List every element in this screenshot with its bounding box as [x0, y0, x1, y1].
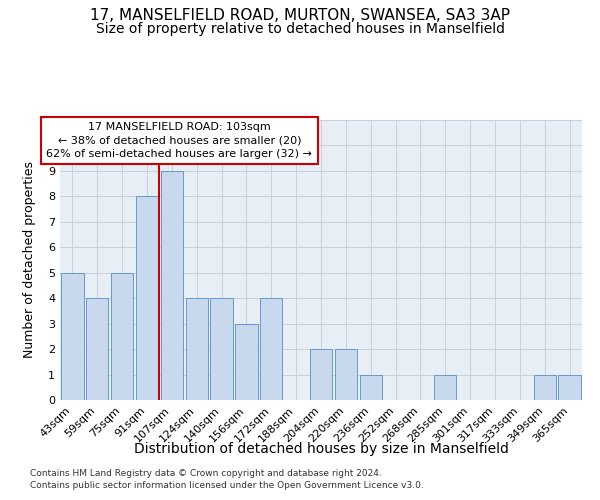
Bar: [136, 196, 158, 400]
Bar: [533, 374, 556, 400]
Text: Size of property relative to detached houses in Manselfield: Size of property relative to detached ho…: [95, 22, 505, 36]
Bar: [111, 272, 133, 400]
Bar: [559, 374, 581, 400]
Bar: [161, 171, 183, 400]
Bar: [61, 272, 83, 400]
Bar: [359, 374, 382, 400]
Y-axis label: Number of detached properties: Number of detached properties: [23, 162, 35, 358]
Bar: [86, 298, 109, 400]
Bar: [260, 298, 283, 400]
Bar: [434, 374, 457, 400]
Text: 17 MANSELFIELD ROAD: 103sqm
← 38% of detached houses are smaller (20)
62% of sem: 17 MANSELFIELD ROAD: 103sqm ← 38% of det…: [46, 122, 312, 158]
Text: Contains public sector information licensed under the Open Government Licence v3: Contains public sector information licen…: [30, 481, 424, 490]
Text: 17, MANSELFIELD ROAD, MURTON, SWANSEA, SA3 3AP: 17, MANSELFIELD ROAD, MURTON, SWANSEA, S…: [90, 8, 510, 22]
Bar: [335, 349, 357, 400]
Bar: [235, 324, 257, 400]
Text: Distribution of detached houses by size in Manselfield: Distribution of detached houses by size …: [134, 442, 508, 456]
Bar: [211, 298, 233, 400]
Text: Contains HM Land Registry data © Crown copyright and database right 2024.: Contains HM Land Registry data © Crown c…: [30, 468, 382, 477]
Bar: [310, 349, 332, 400]
Bar: [185, 298, 208, 400]
